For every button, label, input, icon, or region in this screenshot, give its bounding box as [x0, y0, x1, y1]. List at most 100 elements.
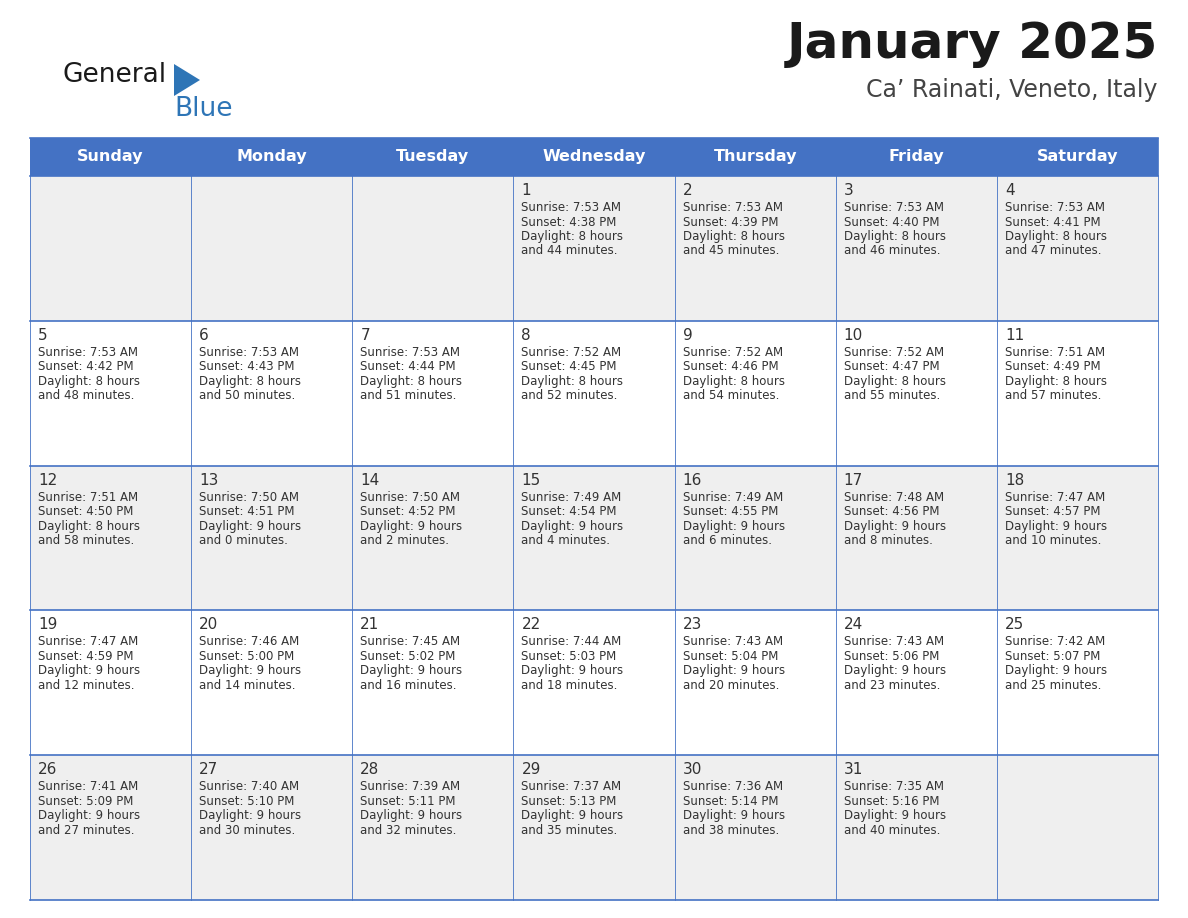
Text: Sunrise: 7:43 AM: Sunrise: 7:43 AM [843, 635, 943, 648]
Text: Thursday: Thursday [713, 150, 797, 164]
Bar [353, 176, 513, 320]
Text: and 0 minutes.: and 0 minutes. [200, 534, 287, 547]
Text: Daylight: 8 hours: Daylight: 8 hours [1005, 375, 1107, 387]
Text: and 20 minutes.: and 20 minutes. [683, 679, 779, 692]
Bar [353, 138, 513, 176]
Bar [997, 465, 1158, 610]
Text: Daylight: 8 hours: Daylight: 8 hours [38, 375, 140, 387]
Text: Sunset: 5:16 PM: Sunset: 5:16 PM [843, 795, 940, 808]
Text: Daylight: 8 hours: Daylight: 8 hours [38, 520, 140, 532]
Text: and 4 minutes.: and 4 minutes. [522, 534, 611, 547]
Text: Sunrise: 7:53 AM: Sunrise: 7:53 AM [1005, 201, 1105, 214]
Bar [675, 465, 835, 610]
Text: 22: 22 [522, 618, 541, 633]
Bar [835, 176, 997, 320]
Text: Sunset: 4:38 PM: Sunset: 4:38 PM [522, 216, 617, 229]
Text: Sunset: 5:10 PM: Sunset: 5:10 PM [200, 795, 295, 808]
Text: Sunrise: 7:52 AM: Sunrise: 7:52 AM [843, 346, 943, 359]
Bar [30, 320, 191, 465]
Text: Daylight: 9 hours: Daylight: 9 hours [843, 809, 946, 823]
Bar [191, 320, 353, 465]
Text: Daylight: 9 hours: Daylight: 9 hours [200, 520, 302, 532]
Text: Sunrise: 7:47 AM: Sunrise: 7:47 AM [1005, 490, 1105, 504]
Text: Sunset: 4:56 PM: Sunset: 4:56 PM [843, 505, 940, 518]
Text: Sunset: 5:14 PM: Sunset: 5:14 PM [683, 795, 778, 808]
Text: Sunrise: 7:50 AM: Sunrise: 7:50 AM [360, 490, 460, 504]
Text: 23: 23 [683, 618, 702, 633]
Text: and 25 minutes.: and 25 minutes. [1005, 679, 1101, 692]
Text: Daylight: 9 hours: Daylight: 9 hours [683, 665, 785, 677]
Text: 25: 25 [1005, 618, 1024, 633]
Text: Tuesday: Tuesday [397, 150, 469, 164]
Bar [513, 320, 675, 465]
Text: 8: 8 [522, 328, 531, 342]
Text: 16: 16 [683, 473, 702, 487]
Text: Sunrise: 7:52 AM: Sunrise: 7:52 AM [683, 346, 783, 359]
Text: Sunrise: 7:44 AM: Sunrise: 7:44 AM [522, 635, 621, 648]
Bar [513, 756, 675, 900]
Text: and 48 minutes.: and 48 minutes. [38, 389, 134, 402]
Text: Sunrise: 7:53 AM: Sunrise: 7:53 AM [843, 201, 943, 214]
Bar [191, 176, 353, 320]
Text: Sunrise: 7:40 AM: Sunrise: 7:40 AM [200, 780, 299, 793]
Text: Sunrise: 7:51 AM: Sunrise: 7:51 AM [38, 490, 138, 504]
Text: and 52 minutes.: and 52 minutes. [522, 389, 618, 402]
Text: and 40 minutes.: and 40 minutes. [843, 823, 940, 836]
Bar [513, 465, 675, 610]
Text: Sunrise: 7:37 AM: Sunrise: 7:37 AM [522, 780, 621, 793]
Text: Sunrise: 7:41 AM: Sunrise: 7:41 AM [38, 780, 138, 793]
Text: Daylight: 8 hours: Daylight: 8 hours [843, 375, 946, 387]
Text: Daylight: 9 hours: Daylight: 9 hours [522, 809, 624, 823]
Text: Sunset: 4:41 PM: Sunset: 4:41 PM [1005, 216, 1100, 229]
Text: Daylight: 9 hours: Daylight: 9 hours [1005, 520, 1107, 532]
Bar [997, 756, 1158, 900]
Text: Sunrise: 7:47 AM: Sunrise: 7:47 AM [38, 635, 138, 648]
Text: Sunset: 4:59 PM: Sunset: 4:59 PM [38, 650, 133, 663]
Text: Saturday: Saturday [1037, 150, 1118, 164]
Bar [30, 465, 191, 610]
Text: Sunset: 4:47 PM: Sunset: 4:47 PM [843, 360, 940, 374]
Text: and 38 minutes.: and 38 minutes. [683, 823, 779, 836]
Bar [675, 610, 835, 756]
Text: and 54 minutes.: and 54 minutes. [683, 389, 779, 402]
Text: and 14 minutes.: and 14 minutes. [200, 679, 296, 692]
Bar [353, 465, 513, 610]
Text: Sunrise: 7:36 AM: Sunrise: 7:36 AM [683, 780, 783, 793]
Text: and 10 minutes.: and 10 minutes. [1005, 534, 1101, 547]
Text: Sunset: 5:03 PM: Sunset: 5:03 PM [522, 650, 617, 663]
Text: Sunset: 5:04 PM: Sunset: 5:04 PM [683, 650, 778, 663]
Bar [513, 610, 675, 756]
Text: Daylight: 8 hours: Daylight: 8 hours [522, 230, 624, 243]
Text: 21: 21 [360, 618, 379, 633]
Text: 6: 6 [200, 328, 209, 342]
Text: Sunset: 4:52 PM: Sunset: 4:52 PM [360, 505, 456, 518]
Text: Sunrise: 7:53 AM: Sunrise: 7:53 AM [522, 201, 621, 214]
Text: Sunrise: 7:49 AM: Sunrise: 7:49 AM [522, 490, 621, 504]
Polygon shape [173, 64, 200, 96]
Text: Sunset: 4:49 PM: Sunset: 4:49 PM [1005, 360, 1100, 374]
Text: and 2 minutes.: and 2 minutes. [360, 534, 449, 547]
Text: Sunset: 5:07 PM: Sunset: 5:07 PM [1005, 650, 1100, 663]
Text: 1: 1 [522, 183, 531, 198]
Text: 9: 9 [683, 328, 693, 342]
Text: Sunrise: 7:49 AM: Sunrise: 7:49 AM [683, 490, 783, 504]
Text: Sunrise: 7:51 AM: Sunrise: 7:51 AM [1005, 346, 1105, 359]
Text: Sunset: 5:11 PM: Sunset: 5:11 PM [360, 795, 456, 808]
Bar [835, 610, 997, 756]
Text: 20: 20 [200, 618, 219, 633]
Text: Sunset: 4:39 PM: Sunset: 4:39 PM [683, 216, 778, 229]
Text: Sunrise: 7:50 AM: Sunrise: 7:50 AM [200, 490, 299, 504]
Text: Daylight: 9 hours: Daylight: 9 hours [683, 809, 785, 823]
Text: and 12 minutes.: and 12 minutes. [38, 679, 134, 692]
Text: Sunset: 4:40 PM: Sunset: 4:40 PM [843, 216, 940, 229]
Text: Daylight: 9 hours: Daylight: 9 hours [38, 809, 140, 823]
Text: Sunset: 4:46 PM: Sunset: 4:46 PM [683, 360, 778, 374]
Text: 2: 2 [683, 183, 693, 198]
Text: 7: 7 [360, 328, 369, 342]
Bar [30, 610, 191, 756]
Text: 29: 29 [522, 762, 541, 778]
Text: Sunset: 4:57 PM: Sunset: 4:57 PM [1005, 505, 1100, 518]
Text: Daylight: 9 hours: Daylight: 9 hours [522, 520, 624, 532]
Text: and 6 minutes.: and 6 minutes. [683, 534, 771, 547]
Text: 31: 31 [843, 762, 864, 778]
